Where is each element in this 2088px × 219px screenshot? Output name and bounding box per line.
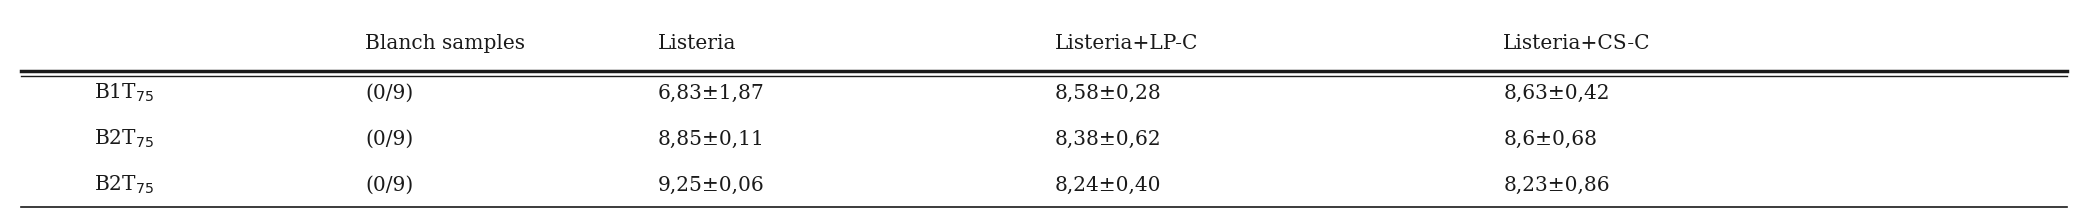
Text: (0/9): (0/9): [365, 130, 413, 148]
Text: Listeria+CS-C: Listeria+CS-C: [1503, 34, 1652, 53]
Text: 8,63±0,42: 8,63±0,42: [1503, 84, 1610, 102]
Text: 9,25±0,06: 9,25±0,06: [658, 176, 764, 194]
Text: 8,6±0,68: 8,6±0,68: [1503, 130, 1597, 148]
Text: B2T$_{75}$: B2T$_{75}$: [94, 128, 155, 150]
Text: 8,38±0,62: 8,38±0,62: [1054, 130, 1161, 148]
Text: (0/9): (0/9): [365, 176, 413, 194]
Text: Blanch samples: Blanch samples: [365, 34, 526, 53]
Text: 8,23±0,86: 8,23±0,86: [1503, 176, 1610, 194]
Text: Listeria: Listeria: [658, 34, 737, 53]
Text: Listeria+LP-C: Listeria+LP-C: [1054, 34, 1199, 53]
Text: (0/9): (0/9): [365, 84, 413, 102]
Text: 8,58±0,28: 8,58±0,28: [1054, 84, 1161, 102]
Text: B2T$_{75}$: B2T$_{75}$: [94, 174, 155, 196]
Text: B1T$_{75}$: B1T$_{75}$: [94, 82, 155, 104]
Text: 8,85±0,11: 8,85±0,11: [658, 130, 764, 148]
Text: 6,83±1,87: 6,83±1,87: [658, 84, 764, 102]
Text: 8,24±0,40: 8,24±0,40: [1054, 176, 1161, 194]
